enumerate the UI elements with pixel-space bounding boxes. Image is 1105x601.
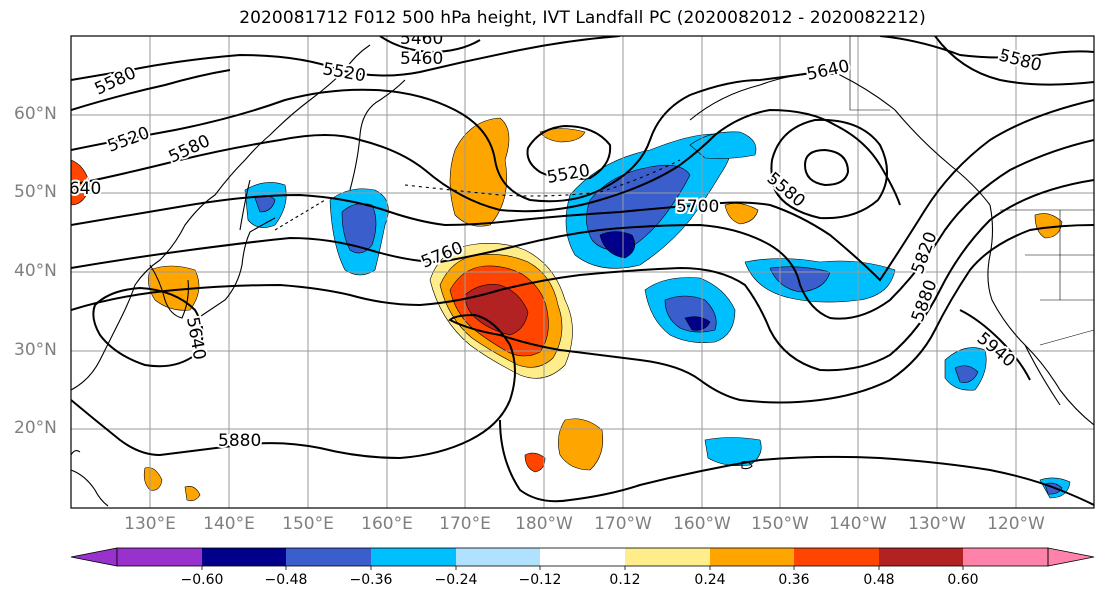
graticule <box>71 36 1094 508</box>
colorbar-swatch <box>540 548 625 566</box>
colorbar-tick-label: −0.12 <box>518 572 562 588</box>
blue-region-socal-inner <box>954 365 979 383</box>
contour-5640-east <box>934 36 1094 86</box>
colorbar-tick-label: 0.36 <box>778 572 810 588</box>
colorbar-swatch <box>625 548 710 566</box>
orange-blob-south <box>558 418 604 471</box>
colorbar <box>70 547 1095 570</box>
colorbar-swatch <box>879 548 963 566</box>
political-borders <box>849 36 1094 346</box>
colorbar-tick-label: −0.36 <box>349 572 393 588</box>
colorbar-tick-label: 0.48 <box>863 572 895 588</box>
contour-5640-low <box>803 148 850 187</box>
lat-label: 40°N <box>14 261 57 281</box>
colorbar-swatch <box>710 548 794 566</box>
lon-label: 150°W <box>751 514 809 534</box>
orange-blob-sw <box>143 467 163 491</box>
colorbar-frame <box>116 547 1049 567</box>
colorbar-tick-label: −0.24 <box>434 572 478 588</box>
lon-label: 180°W <box>515 514 573 534</box>
lon-label: 150°E <box>282 514 334 534</box>
blue-region-hawaii <box>704 437 762 466</box>
contour-5940 <box>959 309 1031 381</box>
sakhalin-coast <box>239 179 251 231</box>
colorbar-tick-label: −0.60 <box>180 572 224 588</box>
colorbar-swatch <box>371 548 456 566</box>
contour-label: 5700 <box>676 197 719 217</box>
us-mexico-border <box>1039 329 1094 346</box>
lat-label: 20°N <box>14 418 57 438</box>
contour-5520-low <box>526 124 612 181</box>
colorbar-tick-label: 0.60 <box>947 572 979 588</box>
philippines-coast <box>71 469 109 507</box>
lon-label: 140°E <box>203 514 255 534</box>
colorbar-tick-label: −0.48 <box>264 572 308 588</box>
height-contours <box>71 36 1094 506</box>
contour-5700 <box>71 99 1094 282</box>
colorbar-swatch <box>456 548 540 566</box>
contour-label: 5880 <box>218 431 261 451</box>
contour-5880-main <box>71 224 1094 460</box>
kamchatka-coast <box>349 79 406 191</box>
contour-label: 5640 <box>58 179 101 199</box>
lon-label: 160°W <box>673 514 731 534</box>
taiwan-coast <box>71 450 81 456</box>
figure-title: 2020081712 F012 500 hPa height, IVT Land… <box>239 8 926 28</box>
contour-label: 5460 <box>400 49 443 69</box>
navy-region-center <box>684 316 711 331</box>
blue-region-east-inner <box>769 266 831 293</box>
lon-label: 120°W <box>987 514 1045 534</box>
colorbar-tick-label: 0.24 <box>694 572 726 588</box>
lat-label: 60°N <box>14 104 57 124</box>
lat-label: 30°N <box>14 340 57 360</box>
contour-5520-ring <box>71 69 831 203</box>
japan-coast <box>194 217 276 321</box>
contour-5820 <box>71 179 1094 372</box>
contour-5520-north <box>71 36 621 81</box>
lat-label: 50°N <box>14 182 57 202</box>
orange-blob-east <box>724 203 759 225</box>
contour-5580-east <box>879 36 1094 59</box>
contour-5640-ring <box>770 118 888 220</box>
asia-coast <box>71 44 371 391</box>
orange-blob-north <box>539 128 586 143</box>
colorbar-extend-left <box>70 547 118 567</box>
lon-label: 130°E <box>124 514 176 534</box>
colorbar-swatch <box>963 548 1048 566</box>
colorbar-swatch <box>117 548 202 566</box>
contour-5760 <box>71 139 1094 320</box>
orange-blob-south-small <box>524 452 546 473</box>
colorbar-swatch <box>202 548 286 566</box>
lon-label: 170°E <box>439 514 491 534</box>
alaska-canada-border <box>849 36 890 111</box>
baja-coast <box>1024 344 1061 406</box>
contour-label: 5460 <box>400 29 443 49</box>
darkred-region-core <box>464 284 529 336</box>
us-state-lines <box>1025 210 1094 301</box>
map-frame <box>70 35 1095 509</box>
contour-5580-north <box>71 69 231 111</box>
colorbar-extend-right <box>1047 547 1095 567</box>
lon-label: 160°E <box>361 514 413 534</box>
blue-region-gulf <box>689 131 757 159</box>
lon-label: 170°W <box>594 514 652 534</box>
contour-5880-loop-west <box>92 286 204 368</box>
alaska-coast <box>689 73 991 206</box>
navy-region-north <box>599 231 636 259</box>
colorbar-swatch <box>286 548 371 566</box>
colorbar-swatch <box>794 548 879 566</box>
negative-anomaly-shading <box>244 131 1071 499</box>
lon-label: 130°W <box>908 514 966 534</box>
lon-label: 140°W <box>829 514 887 534</box>
orange-blob-sw2 <box>184 486 201 502</box>
korea-coast <box>149 264 189 319</box>
contour-5460 <box>379 36 481 54</box>
coastlines <box>71 44 1094 507</box>
colorbar-tick-label: 0.12 <box>609 572 641 588</box>
contour-5880-south <box>499 419 1094 506</box>
